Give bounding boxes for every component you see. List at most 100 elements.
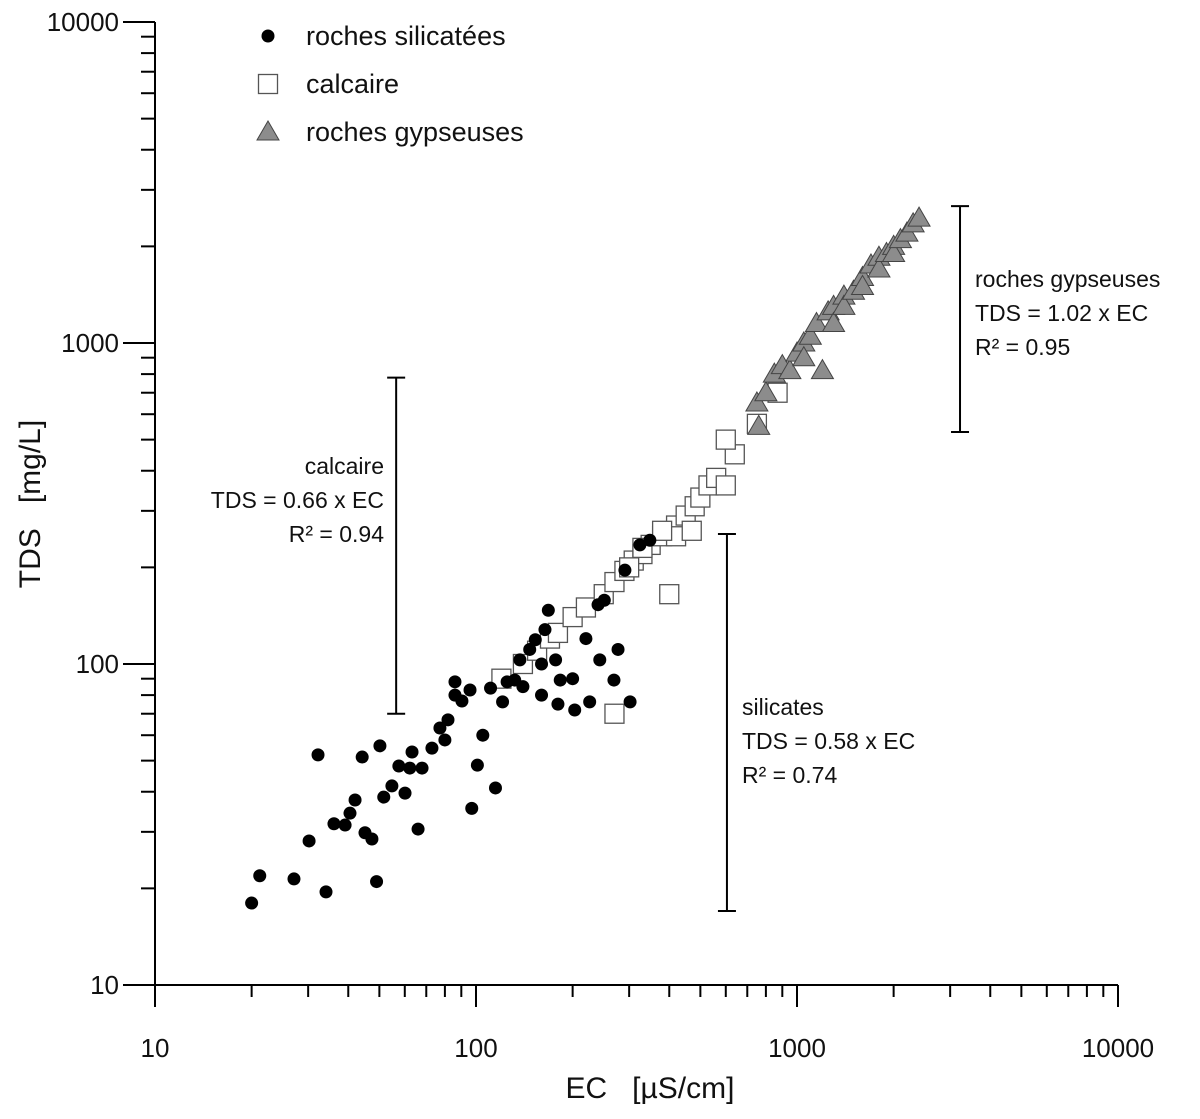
data-point-circle: [433, 721, 447, 735]
y-axis-title: TDS [mg/L]: [14, 420, 47, 588]
annotation-text: R² = 0.95: [975, 334, 1070, 360]
series-circle: [245, 533, 657, 910]
data-point-square: [651, 520, 673, 541]
data-point-circle: [302, 834, 316, 848]
axes: 10 100 1000 10000 10 100 1000 10000: [47, 7, 1154, 1063]
data-point-circle: [411, 822, 425, 836]
data-point-circle: [633, 538, 647, 552]
data-point-circle: [405, 745, 419, 759]
annotation-text: TDS = 0.58 x EC: [742, 728, 915, 754]
annotation-text: roches gypseuses: [975, 266, 1160, 292]
data-point-circle: [535, 657, 549, 671]
series-triangle: [745, 206, 931, 435]
series-square: [491, 382, 788, 724]
data-point-circle: [513, 653, 527, 667]
data-point-circle: [438, 733, 452, 747]
y-tick-label: 100: [76, 649, 119, 679]
data-point-triangle: [745, 391, 769, 412]
data-point-triangle: [850, 274, 875, 295]
data-point-circle: [593, 653, 607, 667]
data-point-circle: [551, 697, 565, 711]
data-point-circle: [579, 632, 593, 646]
data-point-circle: [392, 759, 406, 773]
data-point-circle: [535, 688, 549, 702]
data-point-circle: [319, 885, 333, 899]
data-point-circle: [623, 695, 637, 709]
data-point-circle: [484, 681, 498, 695]
data-point-circle: [470, 758, 484, 772]
x-tick-label: 10000: [1082, 1033, 1154, 1063]
data-point-circle: [385, 779, 399, 793]
legend-marker-square: [257, 73, 279, 95]
data-point-triangle: [810, 358, 835, 380]
data-point-circle: [377, 790, 391, 804]
legend-label: roches silicatées: [306, 21, 506, 51]
data-point-circle: [611, 642, 625, 656]
data-point-circle: [583, 695, 597, 709]
data-point-triangle: [907, 206, 931, 227]
data-point-circle: [516, 680, 530, 694]
data-point-circle: [618, 563, 632, 577]
annotations: calcaire TDS = 0.66 x EC R² = 0.94 silicate…: [211, 205, 1160, 913]
annotation-text: R² = 0.94: [289, 521, 384, 547]
y-tick-label: 1000: [61, 328, 119, 358]
data-point-triangle: [798, 324, 823, 345]
data-point-circle: [541, 603, 555, 617]
data-point-triangle: [777, 358, 802, 380]
data-point-circle: [566, 672, 580, 686]
data-point-circle: [370, 875, 384, 889]
legend: roches silicatées calcaire roches gypseuse…: [256, 21, 524, 147]
data-point-circle: [415, 761, 429, 775]
data-point-triangle: [754, 380, 778, 402]
data-point-circle: [597, 593, 611, 607]
legend-marker-triangle: [256, 120, 280, 141]
data-point-circle: [500, 675, 514, 689]
y-tick-label: 10: [90, 970, 119, 1000]
annotation-text: calcaire: [305, 453, 384, 479]
x-axis-title: EC [µS/cm]: [566, 1072, 735, 1105]
data-point-triangle: [791, 345, 816, 367]
data-point-circle: [538, 623, 552, 637]
data-point-circle: [455, 694, 469, 708]
data-point-circle: [463, 683, 477, 697]
data-point-circle: [348, 793, 362, 807]
data-points: [245, 206, 931, 910]
data-point-circle: [476, 728, 490, 742]
data-point-square: [659, 584, 680, 605]
data-point-circle: [568, 703, 582, 717]
data-point-circle: [496, 695, 510, 709]
data-point-square: [715, 429, 736, 450]
annotation-text: TDS = 1.02 x EC: [975, 300, 1148, 326]
data-point-circle: [549, 653, 563, 667]
data-point-circle: [448, 675, 462, 689]
data-point-circle: [398, 786, 412, 800]
data-point-circle: [553, 673, 567, 687]
data-point-circle: [441, 713, 455, 727]
data-point-circle: [343, 806, 357, 820]
data-point-circle: [528, 633, 542, 647]
data-point-circle: [488, 781, 502, 795]
data-point-triangle: [881, 241, 906, 263]
data-point-square: [604, 703, 625, 724]
data-point-circle: [643, 533, 657, 547]
annotation-text: TDS = 0.66 x EC: [211, 487, 384, 513]
data-point-triangle: [821, 311, 846, 333]
x-tick-label: 10: [141, 1033, 170, 1063]
legend-label: roches gypseuses: [306, 117, 524, 147]
data-point-circle: [253, 869, 267, 883]
data-point-circle: [523, 642, 537, 656]
x-tick-label: 1000: [768, 1033, 826, 1063]
data-point-square: [681, 520, 702, 541]
x-tick-label: 100: [454, 1033, 497, 1063]
legend-marker-circle: [261, 29, 275, 43]
data-point-triangle: [804, 311, 829, 333]
data-point-circle: [425, 741, 439, 755]
data-point-triangle: [746, 414, 771, 435]
data-point-triangle: [832, 294, 856, 315]
data-point-circle: [287, 872, 301, 886]
annotation-text: R² = 0.74: [742, 762, 837, 788]
data-point-circle: [365, 832, 379, 846]
data-point-circle: [355, 750, 369, 764]
data-point-circle: [245, 896, 259, 910]
